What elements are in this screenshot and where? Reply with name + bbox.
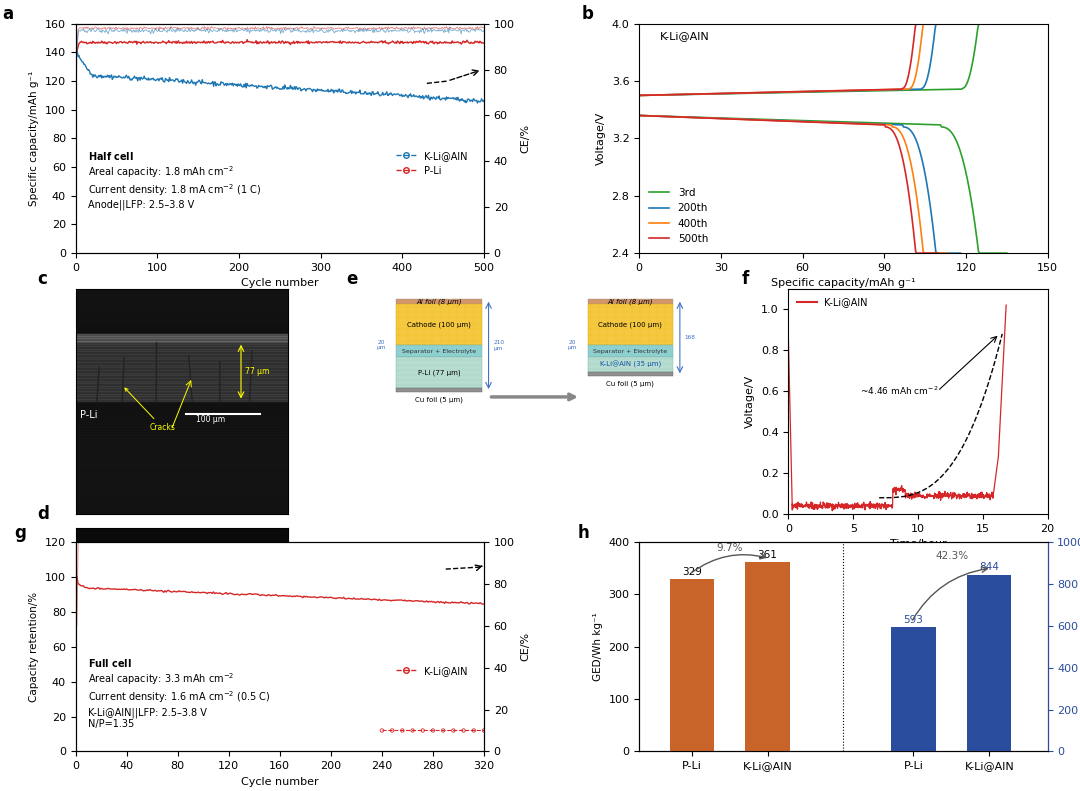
Y-axis label: Capacity retention/%: Capacity retention/%	[29, 592, 39, 702]
Text: 210
μm: 210 μm	[494, 340, 504, 351]
Text: 329: 329	[681, 567, 702, 577]
Bar	[588, 358, 673, 372]
Text: h: h	[578, 524, 590, 542]
Y-axis label: CE/%: CE/%	[521, 632, 530, 661]
Point	[465, 725, 483, 737]
Bar	[588, 299, 673, 305]
Text: c: c	[38, 271, 48, 288]
Text: ~4.46 mAh cm$^{-2}$: ~4.46 mAh cm$^{-2}$	[860, 385, 939, 397]
Y-axis label: CE/%: CE/%	[521, 124, 530, 153]
Point	[383, 725, 401, 737]
Text: Separator + Electrolyte: Separator + Electrolyte	[402, 349, 476, 354]
Bar	[396, 388, 482, 392]
Y-axis label: Voltage/V: Voltage/V	[596, 112, 606, 165]
Text: g: g	[14, 524, 26, 542]
Text: Cathode (100 μm): Cathode (100 μm)	[598, 321, 662, 328]
Point	[475, 725, 492, 737]
Text: P-Li: P-Li	[80, 410, 97, 419]
Bar	[76, 563, 287, 566]
Text: 168: 168	[685, 335, 696, 340]
Text: Cathode (100 μm): Cathode (100 μm)	[407, 321, 471, 328]
Bar	[76, 334, 287, 342]
Point	[434, 725, 451, 737]
X-axis label: Cycle number: Cycle number	[241, 278, 319, 289]
Text: 35 μm: 35 μm	[164, 570, 189, 580]
Bar	[396, 345, 482, 358]
Text: 77 μm: 77 μm	[245, 367, 270, 377]
X-axis label: Cycle number: Cycle number	[241, 777, 319, 787]
Bar	[891, 627, 935, 751]
Point	[445, 725, 462, 737]
Bar	[745, 562, 789, 751]
Y-axis label: GED/Wh kg⁻¹: GED/Wh kg⁻¹	[593, 612, 603, 681]
Point	[394, 725, 411, 737]
Point	[374, 725, 391, 737]
Text: b: b	[582, 6, 594, 23]
Legend: 3rd, 200th, 400th, 500th: 3rd, 200th, 400th, 500th	[645, 184, 713, 248]
Point	[404, 725, 421, 737]
Bar	[396, 299, 482, 305]
Text: $\bf{Half\ cell}$
Areal capacity: 1.8 mAh cm$^{-2}$
Current density: 1.8 mA cm$^: $\bf{Half\ cell}$ Areal capacity: 1.8 mA…	[87, 149, 261, 210]
Text: Al foil (8 μm): Al foil (8 μm)	[608, 298, 653, 305]
Text: K-Li@AlN: K-Li@AlN	[660, 31, 710, 40]
Text: Cracks: Cracks	[125, 388, 176, 433]
Text: Al foil (8 μm): Al foil (8 μm)	[416, 298, 462, 305]
Text: P-Li (77 μm): P-Li (77 μm)	[418, 369, 460, 376]
Bar	[396, 305, 482, 345]
Y-axis label: Voltage/V: Voltage/V	[745, 375, 755, 428]
Bar	[76, 342, 287, 401]
Bar	[76, 566, 287, 584]
Text: 844: 844	[980, 562, 999, 572]
Text: K-Li@AlN: K-Li@AlN	[80, 585, 123, 596]
Legend: K-Li@AlN: K-Li@AlN	[794, 293, 872, 312]
Y-axis label: Specific capacity/mAh g⁻¹: Specific capacity/mAh g⁻¹	[29, 71, 39, 206]
Legend: K-Li@AlN: K-Li@AlN	[392, 662, 471, 679]
Text: 100 μm: 100 μm	[188, 586, 217, 596]
Text: Cu foil (5 μm): Cu foil (5 μm)	[607, 380, 654, 387]
Text: K-Li@AlN (35 μm): K-Li@AlN (35 μm)	[599, 361, 661, 369]
Text: 593: 593	[904, 615, 923, 625]
Bar	[967, 574, 1012, 751]
Text: Separator + Electrolyte: Separator + Electrolyte	[593, 349, 667, 354]
Text: 9.7%: 9.7%	[716, 543, 743, 554]
Point	[455, 725, 472, 737]
Text: 100 μm: 100 μm	[197, 415, 226, 424]
Text: 20
μm: 20 μm	[568, 339, 578, 350]
Text: a: a	[2, 6, 13, 23]
Text: f: f	[742, 271, 750, 288]
Point	[424, 725, 442, 737]
Legend: K-Li@AlN, P-Li: K-Li@AlN, P-Li	[392, 147, 471, 180]
Text: 20
μm: 20 μm	[377, 339, 387, 350]
Text: 361: 361	[757, 551, 778, 560]
Bar	[588, 372, 673, 377]
Text: 42.3%: 42.3%	[935, 551, 969, 561]
Text: Cu foil (5 μm): Cu foil (5 μm)	[415, 396, 463, 403]
Bar	[588, 305, 673, 345]
Bar	[588, 345, 673, 358]
X-axis label: Time/hour: Time/hour	[890, 539, 946, 550]
Text: $\bf{Full\ cell}$
Areal capacity: 3.3 mAh cm$^{-2}$
Current density: 1.6 mA cm$^: $\bf{Full\ cell}$ Areal capacity: 3.3 mA…	[87, 657, 270, 729]
Bar	[670, 579, 714, 751]
Point	[414, 725, 431, 737]
X-axis label: Specific capacity/mAh g⁻¹: Specific capacity/mAh g⁻¹	[771, 278, 916, 289]
Text: d: d	[38, 505, 50, 524]
Text: e: e	[347, 271, 359, 288]
Bar	[396, 358, 482, 388]
